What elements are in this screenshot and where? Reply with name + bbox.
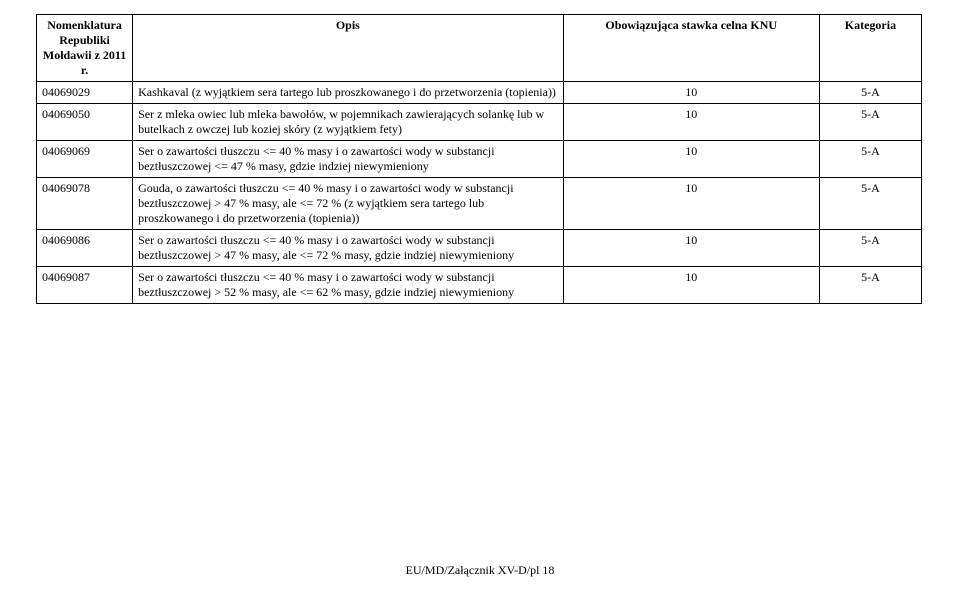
cell-rate: 10 [563,82,819,104]
header-nomenclature: Nomenklatura Republiki Mołdawii z 2011 r… [37,15,133,82]
cell-cat: 5-A [819,141,921,178]
cell-desc: Ser o zawartości tłuszczu <= 40 % masy i… [133,267,563,304]
cell-desc: Gouda, o zawartości tłuszczu <= 40 % mas… [133,178,563,230]
cell-code: 04069087 [37,267,133,304]
cell-desc: Ser o zawartości tłuszczu <= 40 % masy i… [133,230,563,267]
header-rate: Obowiązująca stawka celna KNU [563,15,819,82]
cell-code: 04069029 [37,82,133,104]
cell-cat: 5-A [819,178,921,230]
header-category: Kategoria [819,15,921,82]
tariff-table: Nomenklatura Republiki Mołdawii z 2011 r… [36,14,922,304]
cell-rate: 10 [563,141,819,178]
table-header-row: Nomenklatura Republiki Mołdawii z 2011 r… [37,15,922,82]
cell-cat: 5-A [819,230,921,267]
cell-desc: Ser o zawartości tłuszczu <= 40 % masy i… [133,141,563,178]
table-row: 04069087 Ser o zawartości tłuszczu <= 40… [37,267,922,304]
cell-cat: 5-A [819,267,921,304]
table-row: 04069078 Gouda, o zawartości tłuszczu <=… [37,178,922,230]
cell-code: 04069078 [37,178,133,230]
cell-code: 04069050 [37,104,133,141]
cell-code: 04069069 [37,141,133,178]
cell-cat: 5-A [819,82,921,104]
cell-rate: 10 [563,178,819,230]
cell-desc: Kashkaval (z wyjątkiem sera tartego lub … [133,82,563,104]
page-container: Nomenklatura Republiki Mołdawii z 2011 r… [0,0,960,304]
cell-rate: 10 [563,267,819,304]
cell-rate: 10 [563,104,819,141]
header-description: Opis [133,15,563,82]
cell-code: 04069086 [37,230,133,267]
table-row: 04069050 Ser z mleka owiec lub mleka baw… [37,104,922,141]
page-footer: EU/MD/Załącznik XV-D/pl 18 [0,563,960,578]
table-row: 04069086 Ser o zawartości tłuszczu <= 40… [37,230,922,267]
cell-desc: Ser z mleka owiec lub mleka bawołów, w p… [133,104,563,141]
table-row: 04069069 Ser o zawartości tłuszczu <= 40… [37,141,922,178]
table-row: 04069029 Kashkaval (z wyjątkiem sera tar… [37,82,922,104]
cell-cat: 5-A [819,104,921,141]
cell-rate: 10 [563,230,819,267]
